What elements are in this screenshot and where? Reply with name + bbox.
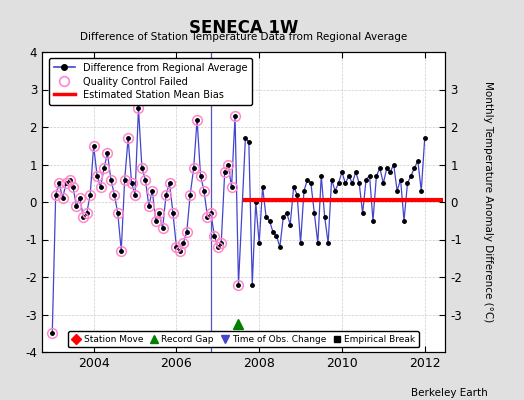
Y-axis label: Monthly Temperature Anomaly Difference (°C): Monthly Temperature Anomaly Difference (… [483, 81, 493, 323]
Text: Berkeley Earth: Berkeley Earth [411, 388, 487, 398]
Title: SENECA 1W: SENECA 1W [189, 18, 298, 36]
Legend: Station Move, Record Gap, Time of Obs. Change, Empirical Break: Station Move, Record Gap, Time of Obs. C… [68, 331, 419, 348]
Text: Difference of Station Temperature Data from Regional Average: Difference of Station Temperature Data f… [80, 32, 407, 42]
